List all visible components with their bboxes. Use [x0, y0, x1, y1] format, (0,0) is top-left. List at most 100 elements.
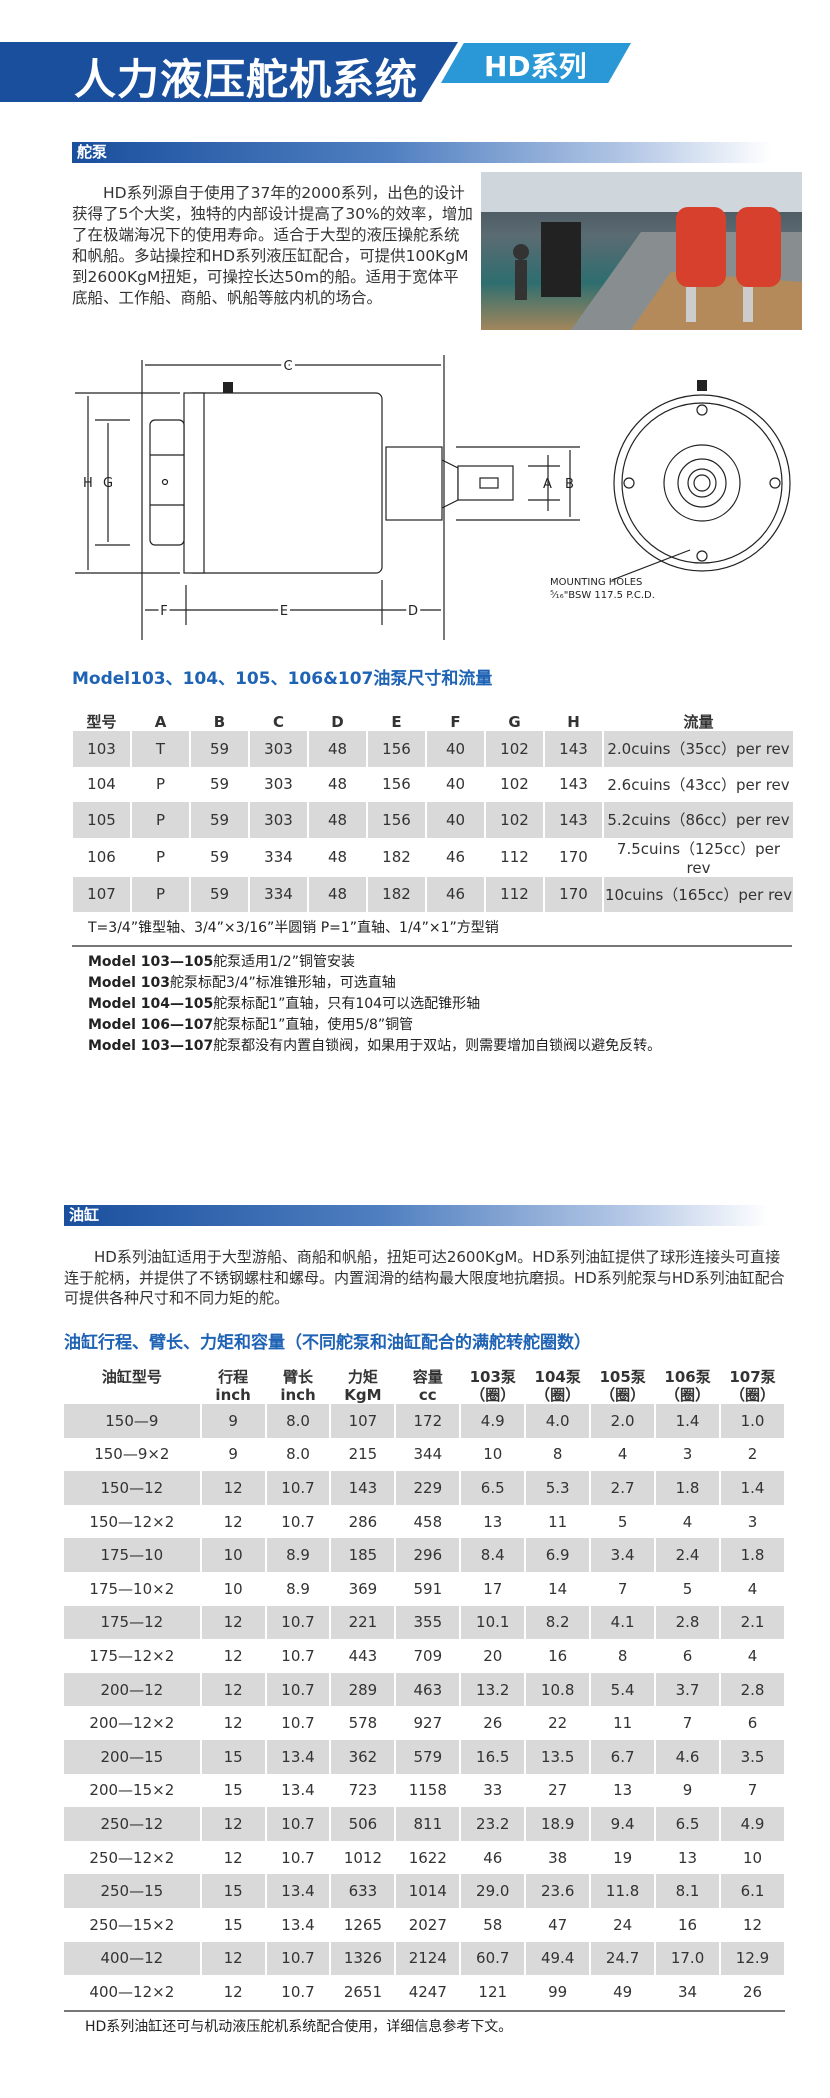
table-cell: 12 — [223, 1714, 243, 1733]
table-cell: 26 — [483, 1714, 503, 1733]
table-row: 105 P 59 303 48 156 40 102 143 5.2cuins（86cc）per … — [73, 802, 793, 838]
table-cell: 10 — [223, 1579, 243, 1598]
table-cell: 286 — [348, 1512, 378, 1531]
table-cell: T — [132, 731, 189, 767]
table-cell: 182 — [368, 876, 425, 912]
table-cell: 13.4 — [266, 1874, 330, 1908]
table-cell: 107 — [73, 876, 130, 912]
table-row: 104 P 59 303 48 156 40 102 143 2.6cuins（43cc）per … — [73, 767, 793, 803]
table-cell: 16 — [678, 1915, 698, 1934]
table-row: 150—12×2 12 10.7 286 458 13 11 5 4 3 — [64, 1505, 784, 1539]
table-cell: 200—12×2 — [89, 1714, 175, 1733]
pump-note: Model 103—105舵泵适用1/2”铜管安装 — [88, 952, 661, 973]
table-cell: 2.6cuins（43cc）per rev — [607, 775, 790, 794]
table-cell: 4 — [747, 1579, 758, 1598]
table-cell: 355 — [396, 1605, 460, 1640]
section-header-cylinder: 油缸 — [64, 1205, 769, 1226]
header-label: 力矩 — [347, 1368, 378, 1386]
table-cell: 12 — [201, 1605, 265, 1640]
table-cell: 334 — [250, 876, 307, 912]
column-header: 行程 inch — [202, 1360, 265, 1404]
table-cell: 59 — [209, 775, 230, 794]
table-cell: 40 — [427, 802, 484, 838]
table-cell: 46 — [445, 848, 466, 866]
table-cell: 10.7 — [281, 1646, 315, 1665]
header-unit: （圈） — [665, 1386, 711, 1404]
note-text: 舵泵标配1”直轴，使用5/8”铜管 — [213, 1017, 414, 1033]
table-cell: 13.4 — [281, 1915, 315, 1934]
table-cell: 105 — [73, 802, 130, 838]
pump-dimension-table: 型号 A B C D E F G H 流量 103 T 59 303 48 156 40 102 143 2.0cu… — [71, 700, 795, 912]
column-header: 流量 — [683, 713, 714, 731]
table-cell: 26 — [742, 1982, 763, 2001]
table-cell: 150—9×2 — [94, 1445, 170, 1464]
table-cell: 200—15×2 — [89, 1781, 175, 1800]
table-cell: 1.8 — [721, 1538, 784, 1572]
table-cell: 6.5 — [461, 1471, 525, 1505]
table-cell: 303 — [250, 731, 307, 767]
table-cell: 12 — [201, 1672, 265, 1707]
column-header: 106泵 （圈） — [656, 1360, 719, 1404]
table-cell: 40 — [427, 731, 484, 767]
column-header: 型号 — [86, 713, 117, 731]
table-cell: 10.7 — [266, 1941, 330, 1976]
table-cell: 18.9 — [526, 1807, 590, 1841]
table-cell: 48 — [327, 848, 348, 866]
table-cell: 2.0 — [591, 1404, 655, 1438]
dim-label-a: A — [543, 477, 552, 492]
mounting-holes-label: MOUNTING HOLES — [550, 577, 642, 588]
table-cell: 13.4 — [281, 1781, 315, 1800]
header-label: 臂长 — [283, 1368, 314, 1386]
table-cell: 49.4 — [526, 1941, 590, 1976]
header-label: 105泵 — [599, 1368, 646, 1386]
table-cell: 99 — [548, 1982, 568, 2001]
table-cell: 2651 — [343, 1982, 382, 2001]
table-cell: 58 — [483, 1915, 503, 1934]
table-row: 400—12 12 10.7 1326 2124 60.7 49.4 24.7 17.0 12.9 — [64, 1941, 784, 1976]
section-header-pump: 舵泵 — [72, 142, 772, 163]
divider — [64, 2010, 785, 2012]
table-cell: 8 — [552, 1445, 563, 1464]
table-cell: 2.0cuins（35cc）per rev — [604, 731, 793, 767]
table-cell: 59 — [191, 731, 248, 767]
table-cell: 1.0 — [721, 1404, 784, 1438]
header-unit — [64, 1386, 200, 1404]
table-cell: 13 — [678, 1848, 698, 1867]
note-text: 舵泵适用1/2”铜管安装 — [213, 954, 355, 970]
table-cell: 12.9 — [721, 1941, 784, 1976]
table-cell: 22 — [548, 1714, 568, 1733]
table-cell: 143 — [331, 1471, 395, 1505]
table-cell: 4 — [682, 1512, 693, 1531]
table-cell: 150—12×2 — [89, 1512, 175, 1531]
pump-note: Model 106—107舵泵标配1”直轴，使用5/8”铜管 — [88, 1015, 661, 1036]
table-row: 400—12×2 12 10.7 2651 4247 121 99 49 34 26 — [64, 1975, 784, 2009]
table-cell: 12 — [223, 1646, 243, 1665]
table-cell: 463 — [396, 1672, 460, 1707]
table-cell: 3 — [747, 1512, 758, 1531]
table-cell: 10.7 — [281, 1848, 315, 1867]
column-header: A — [154, 713, 167, 731]
table-cell: 12 — [201, 1807, 265, 1841]
table-cell: 12 — [201, 1471, 265, 1505]
table-cell: 2.1 — [721, 1605, 784, 1640]
table-cell: 4 — [747, 1646, 758, 1665]
table-cell: 334 — [264, 848, 293, 866]
table-cell: 3.4 — [591, 1538, 655, 1572]
table-cell: 46 — [427, 876, 484, 912]
table-cell: 250—15 — [64, 1874, 200, 1908]
dim-label-f: F — [160, 604, 167, 619]
header-label: 容量 — [412, 1368, 443, 1386]
table-cell: 143 — [559, 775, 588, 794]
table-cell: 102 — [486, 802, 543, 838]
header-label: 104泵 — [534, 1368, 581, 1386]
table-cell: 48 — [309, 802, 366, 838]
table-cell: 112 — [500, 848, 529, 866]
table-cell: 156 — [368, 802, 425, 838]
table-cell: 59 — [191, 802, 248, 838]
table-cell: 156 — [368, 731, 425, 767]
dim-label-h: H — [83, 476, 93, 491]
pump-intro: HD系列源自于使用了37年的2000系列，出色的设计获得了5个大奖，独特的内部设… — [72, 184, 473, 307]
cylinder-table: 油缸型号 行程 inch 臂长 inch 力矩 KgM 容量 cc 103泵 （圈） 104泵 （圈） 1… — [62, 1360, 786, 2009]
table-cell: 102 — [486, 731, 543, 767]
table-cell: 10.7 — [281, 1714, 315, 1733]
